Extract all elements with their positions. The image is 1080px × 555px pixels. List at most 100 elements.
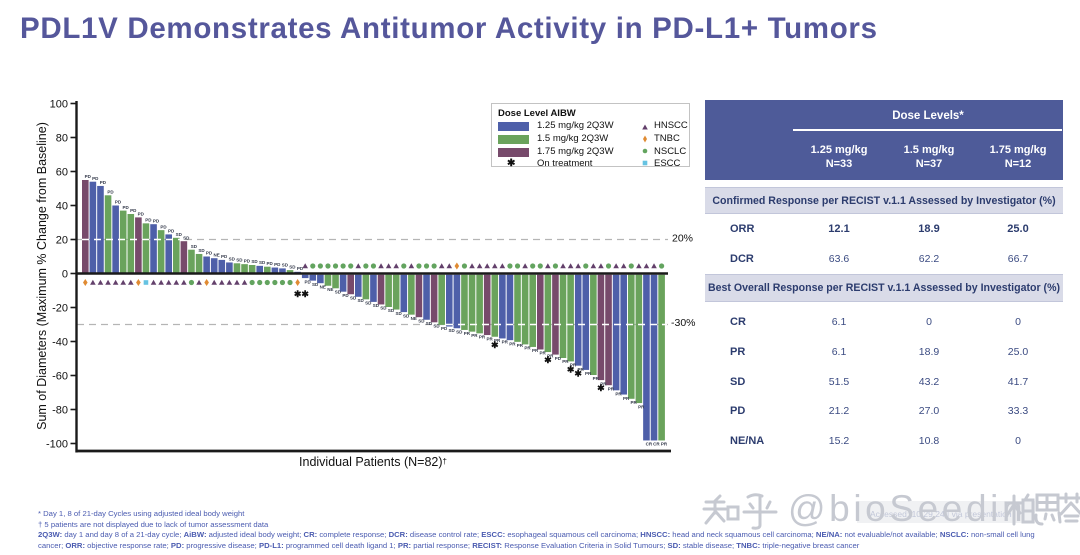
svg-text:PR: PR <box>562 359 569 364</box>
svg-text:PD: PD <box>122 205 129 210</box>
svg-text:PR: PR <box>517 343 524 348</box>
svg-text:PR: PR <box>532 348 539 353</box>
svg-text:PR: PR <box>524 346 531 351</box>
svg-text:PD: PD <box>138 212 145 217</box>
svg-text:SD: SD <box>426 321 433 326</box>
svg-text:✱: ✱ <box>491 340 499 350</box>
svg-text:SD: SD <box>388 308 395 313</box>
svg-text:PD: PD <box>160 224 167 229</box>
svg-text:SD: SD <box>312 282 319 287</box>
svg-text:PD: PD <box>92 176 99 181</box>
svg-text:PR: PR <box>486 336 493 341</box>
svg-text:SD: SD <box>456 329 463 334</box>
svg-text:SD: SD <box>403 313 410 318</box>
svg-text:✱: ✱ <box>574 369 582 379</box>
svg-text:SD: SD <box>373 303 380 308</box>
svg-text:PD: PD <box>130 208 137 213</box>
svg-text:PR: PR <box>577 367 584 372</box>
svg-text:NE: NE <box>213 252 219 257</box>
svg-text:PR: PR <box>471 333 478 338</box>
svg-text:-80: -80 <box>52 404 68 416</box>
svg-text:Sum of Diameters (Maximum % Ch: Sum of Diameters (Maximum % Change from … <box>35 122 49 430</box>
svg-text:PD: PD <box>555 356 562 361</box>
svg-text:PD: PD <box>145 218 152 223</box>
svg-text:PR: PR <box>608 386 615 391</box>
svg-text:SD: SD <box>282 263 289 268</box>
svg-text:PR: PR <box>593 376 600 381</box>
svg-text:✱: ✱ <box>597 383 605 393</box>
svg-text:-20: -20 <box>52 302 68 314</box>
svg-text:SD: SD <box>198 248 205 253</box>
svg-text:PD: PD <box>274 262 281 267</box>
svg-text:PD: PD <box>221 254 228 259</box>
svg-text:PD: PD <box>304 279 311 284</box>
svg-text:NE: NE <box>320 284 326 289</box>
svg-text:20: 20 <box>56 234 68 246</box>
svg-text:Accessed: 10.29.24 | via prese: Accessed: 10.29.24 | via presentation <box>870 509 1012 519</box>
svg-text:PR: PR <box>502 340 509 345</box>
svg-text:0: 0 <box>62 268 68 280</box>
svg-text:PD: PD <box>206 251 213 256</box>
svg-text:PR: PR <box>638 404 645 409</box>
svg-text:PD: PD <box>115 200 122 205</box>
svg-text:SD: SD <box>183 235 190 240</box>
svg-text:SD: SD <box>418 318 425 323</box>
svg-text:SD: SD <box>251 259 258 264</box>
svg-text:✱: ✱ <box>294 289 302 299</box>
svg-text:CR: CR <box>653 442 660 447</box>
svg-text:SD: SD <box>395 311 402 316</box>
svg-text:PR: PR <box>509 341 516 346</box>
svg-text:PD: PD <box>153 218 160 223</box>
svg-text:SD: SD <box>350 295 357 300</box>
svg-text:SD: SD <box>236 258 243 263</box>
svg-text:60: 60 <box>56 166 68 178</box>
svg-text:PD: PD <box>267 261 274 266</box>
svg-text:PR: PR <box>600 381 607 386</box>
svg-text:PR: PR <box>631 400 638 405</box>
svg-text:SD: SD <box>433 324 440 329</box>
svg-text:PR: PR <box>494 338 501 343</box>
svg-text:80: 80 <box>56 132 68 144</box>
svg-text:✱: ✱ <box>567 364 575 374</box>
svg-text:PR: PR <box>479 335 486 340</box>
svg-text:✱: ✱ <box>301 289 309 299</box>
svg-text:PR: PR <box>464 331 471 336</box>
svg-text:PD: PD <box>85 174 92 179</box>
svg-text:-40: -40 <box>52 336 68 348</box>
svg-text:PD: PD <box>107 190 114 195</box>
svg-text:NE: NE <box>327 287 333 292</box>
svg-text:PD: PD <box>342 293 349 298</box>
svg-text:✱: ✱ <box>544 355 552 365</box>
svg-text:SD: SD <box>229 257 236 262</box>
svg-text:20%: 20% <box>672 233 693 245</box>
svg-text:PR: PR <box>615 392 622 397</box>
svg-text:PR: PR <box>547 353 554 358</box>
svg-text:PR: PR <box>623 396 630 401</box>
svg-text:NE: NE <box>411 316 417 321</box>
svg-text:PD: PD <box>441 326 448 331</box>
svg-text:PD: PD <box>244 258 251 263</box>
svg-text:SD: SD <box>259 260 266 265</box>
svg-text:PR: PR <box>585 371 592 376</box>
svg-text:40: 40 <box>56 200 68 212</box>
svg-text:PR: PR <box>570 363 577 368</box>
svg-text:SD: SD <box>365 301 372 306</box>
svg-text:PD: PD <box>297 266 304 271</box>
svg-text:PR: PR <box>540 351 547 356</box>
svg-text:PD: PD <box>100 180 107 185</box>
svg-text:100: 100 <box>50 98 68 110</box>
svg-text:SD: SD <box>289 264 296 269</box>
svg-text:SD: SD <box>380 306 387 311</box>
svg-text:@bioSeedin: @bioSeedin <box>788 488 1026 529</box>
svg-text:SD: SD <box>176 232 183 237</box>
svg-text:Individual Patients (N=82)†: Individual Patients (N=82)† <box>299 455 447 469</box>
svg-text:SD: SD <box>358 298 365 303</box>
svg-text:SD: SD <box>191 244 198 249</box>
svg-text:-60: -60 <box>52 370 68 382</box>
svg-text:SD: SD <box>449 328 456 333</box>
svg-text:PD: PD <box>168 229 175 234</box>
svg-text:-30%: -30% <box>671 317 696 329</box>
svg-text:CR: CR <box>646 442 653 447</box>
svg-text:PR: PR <box>661 442 668 447</box>
svg-text:SD: SD <box>335 290 342 295</box>
